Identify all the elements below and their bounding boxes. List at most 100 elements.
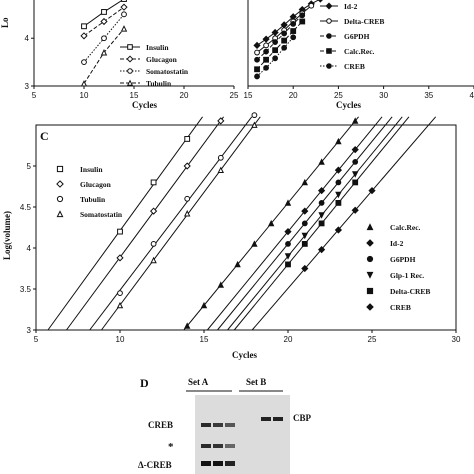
data-point — [184, 195, 191, 202]
legend-label: Insulin — [146, 43, 169, 52]
fit-line — [206, 116, 383, 331]
fit-line — [89, 116, 253, 331]
data-point — [290, 20, 297, 27]
data-point — [183, 322, 191, 329]
legend-label: Tubulin — [146, 79, 172, 88]
legend-label: CREB — [344, 62, 365, 71]
fit-line — [251, 116, 437, 331]
data-point — [217, 166, 225, 173]
data-point — [272, 47, 279, 54]
legend-label: CREB — [390, 303, 411, 312]
legend-marker — [326, 33, 332, 39]
data-point — [267, 219, 275, 227]
data-point — [263, 64, 269, 71]
data-point — [317, 246, 326, 254]
x-tick-label: 15 — [244, 91, 253, 100]
data-point — [234, 260, 241, 268]
legend-marker — [126, 55, 134, 63]
legend-marker — [366, 239, 374, 247]
data-point — [117, 290, 123, 297]
legend-label: G6PDH — [344, 32, 370, 41]
data-point — [335, 137, 342, 145]
x-tick-label: 15 — [130, 91, 139, 100]
legend-marker — [126, 79, 134, 86]
gel-band — [213, 444, 223, 448]
legend-marker — [326, 63, 332, 69]
data-point — [290, 34, 297, 41]
data-point — [299, 18, 306, 25]
y-tick-label: 4 — [25, 34, 30, 43]
legend-marker — [56, 180, 64, 188]
legend-label: Id-2 — [390, 239, 404, 248]
data-point — [352, 179, 359, 186]
data-point — [368, 186, 376, 195]
gel-label-star: * — [168, 441, 174, 453]
data-point — [149, 207, 158, 215]
y-tick-label: 3 — [25, 82, 30, 91]
fit-line — [66, 116, 224, 331]
data-point — [301, 220, 308, 227]
panel-c-letter: C — [40, 129, 49, 143]
fit-line — [227, 116, 403, 331]
data-point — [263, 56, 269, 63]
data-point — [272, 39, 279, 45]
data-point — [263, 42, 269, 49]
data-point — [120, 25, 128, 32]
legend-marker — [127, 68, 133, 74]
data-point — [80, 32, 88, 40]
data-point — [290, 28, 297, 34]
data-point — [351, 171, 359, 178]
x-tick-label: 35 — [424, 91, 433, 100]
legend-label: Tubulin — [80, 195, 106, 204]
gel-label-creb: CREB — [148, 420, 173, 430]
data-point — [351, 117, 359, 124]
data-point — [272, 55, 279, 62]
gel-band — [225, 423, 235, 427]
y-tick-label: 4.5 — [20, 203, 32, 212]
x-tick-label: 40 — [470, 91, 474, 100]
legend-marker — [366, 287, 374, 295]
legend-label: Glucagon — [146, 55, 178, 64]
data-point — [335, 200, 342, 206]
data-point — [284, 253, 292, 260]
data-point — [200, 301, 208, 309]
data-point — [308, 2, 315, 9]
x-tick-label: 30 — [379, 91, 388, 100]
legend-label: Somatostatin — [80, 210, 123, 219]
panel-a-xlabel: Cycles — [132, 100, 157, 110]
legend-marker — [56, 210, 64, 218]
legend-label: Calc.Rec. — [344, 47, 375, 56]
data-point — [150, 241, 157, 247]
data-point — [101, 35, 107, 42]
data-point — [251, 240, 258, 247]
data-point — [121, 11, 127, 18]
legend-marker — [366, 271, 374, 279]
series-line — [256, 14, 303, 61]
data-point — [121, 0, 127, 2]
gel-band — [201, 444, 211, 448]
gel-band — [213, 423, 223, 427]
panel-c-xlabel: Cycles — [232, 350, 257, 360]
panel-d: D Set A Set B CREB * Δ-CREB CBP — [138, 376, 312, 474]
gel-band — [201, 423, 211, 427]
data-point — [281, 44, 288, 51]
x-tick-label: 30 — [452, 335, 461, 344]
data-point — [351, 206, 359, 214]
x-tick-label: 15 — [200, 335, 209, 344]
panel-d-letter: D — [140, 376, 149, 390]
data-point — [80, 80, 88, 87]
data-point — [301, 264, 309, 273]
data-point — [301, 232, 309, 240]
data-point — [334, 166, 343, 174]
y-tick-label: 3.5 — [20, 285, 32, 294]
gel-band — [201, 461, 211, 466]
data-point — [117, 228, 123, 235]
data-point — [217, 281, 225, 288]
data-point — [254, 49, 260, 56]
legend-marker — [325, 2, 333, 10]
data-point — [334, 226, 343, 234]
legend-marker — [127, 44, 133, 50]
data-point — [254, 56, 260, 63]
legend-marker — [326, 18, 332, 24]
legend-label: Glp-1 Rec. — [390, 271, 424, 280]
